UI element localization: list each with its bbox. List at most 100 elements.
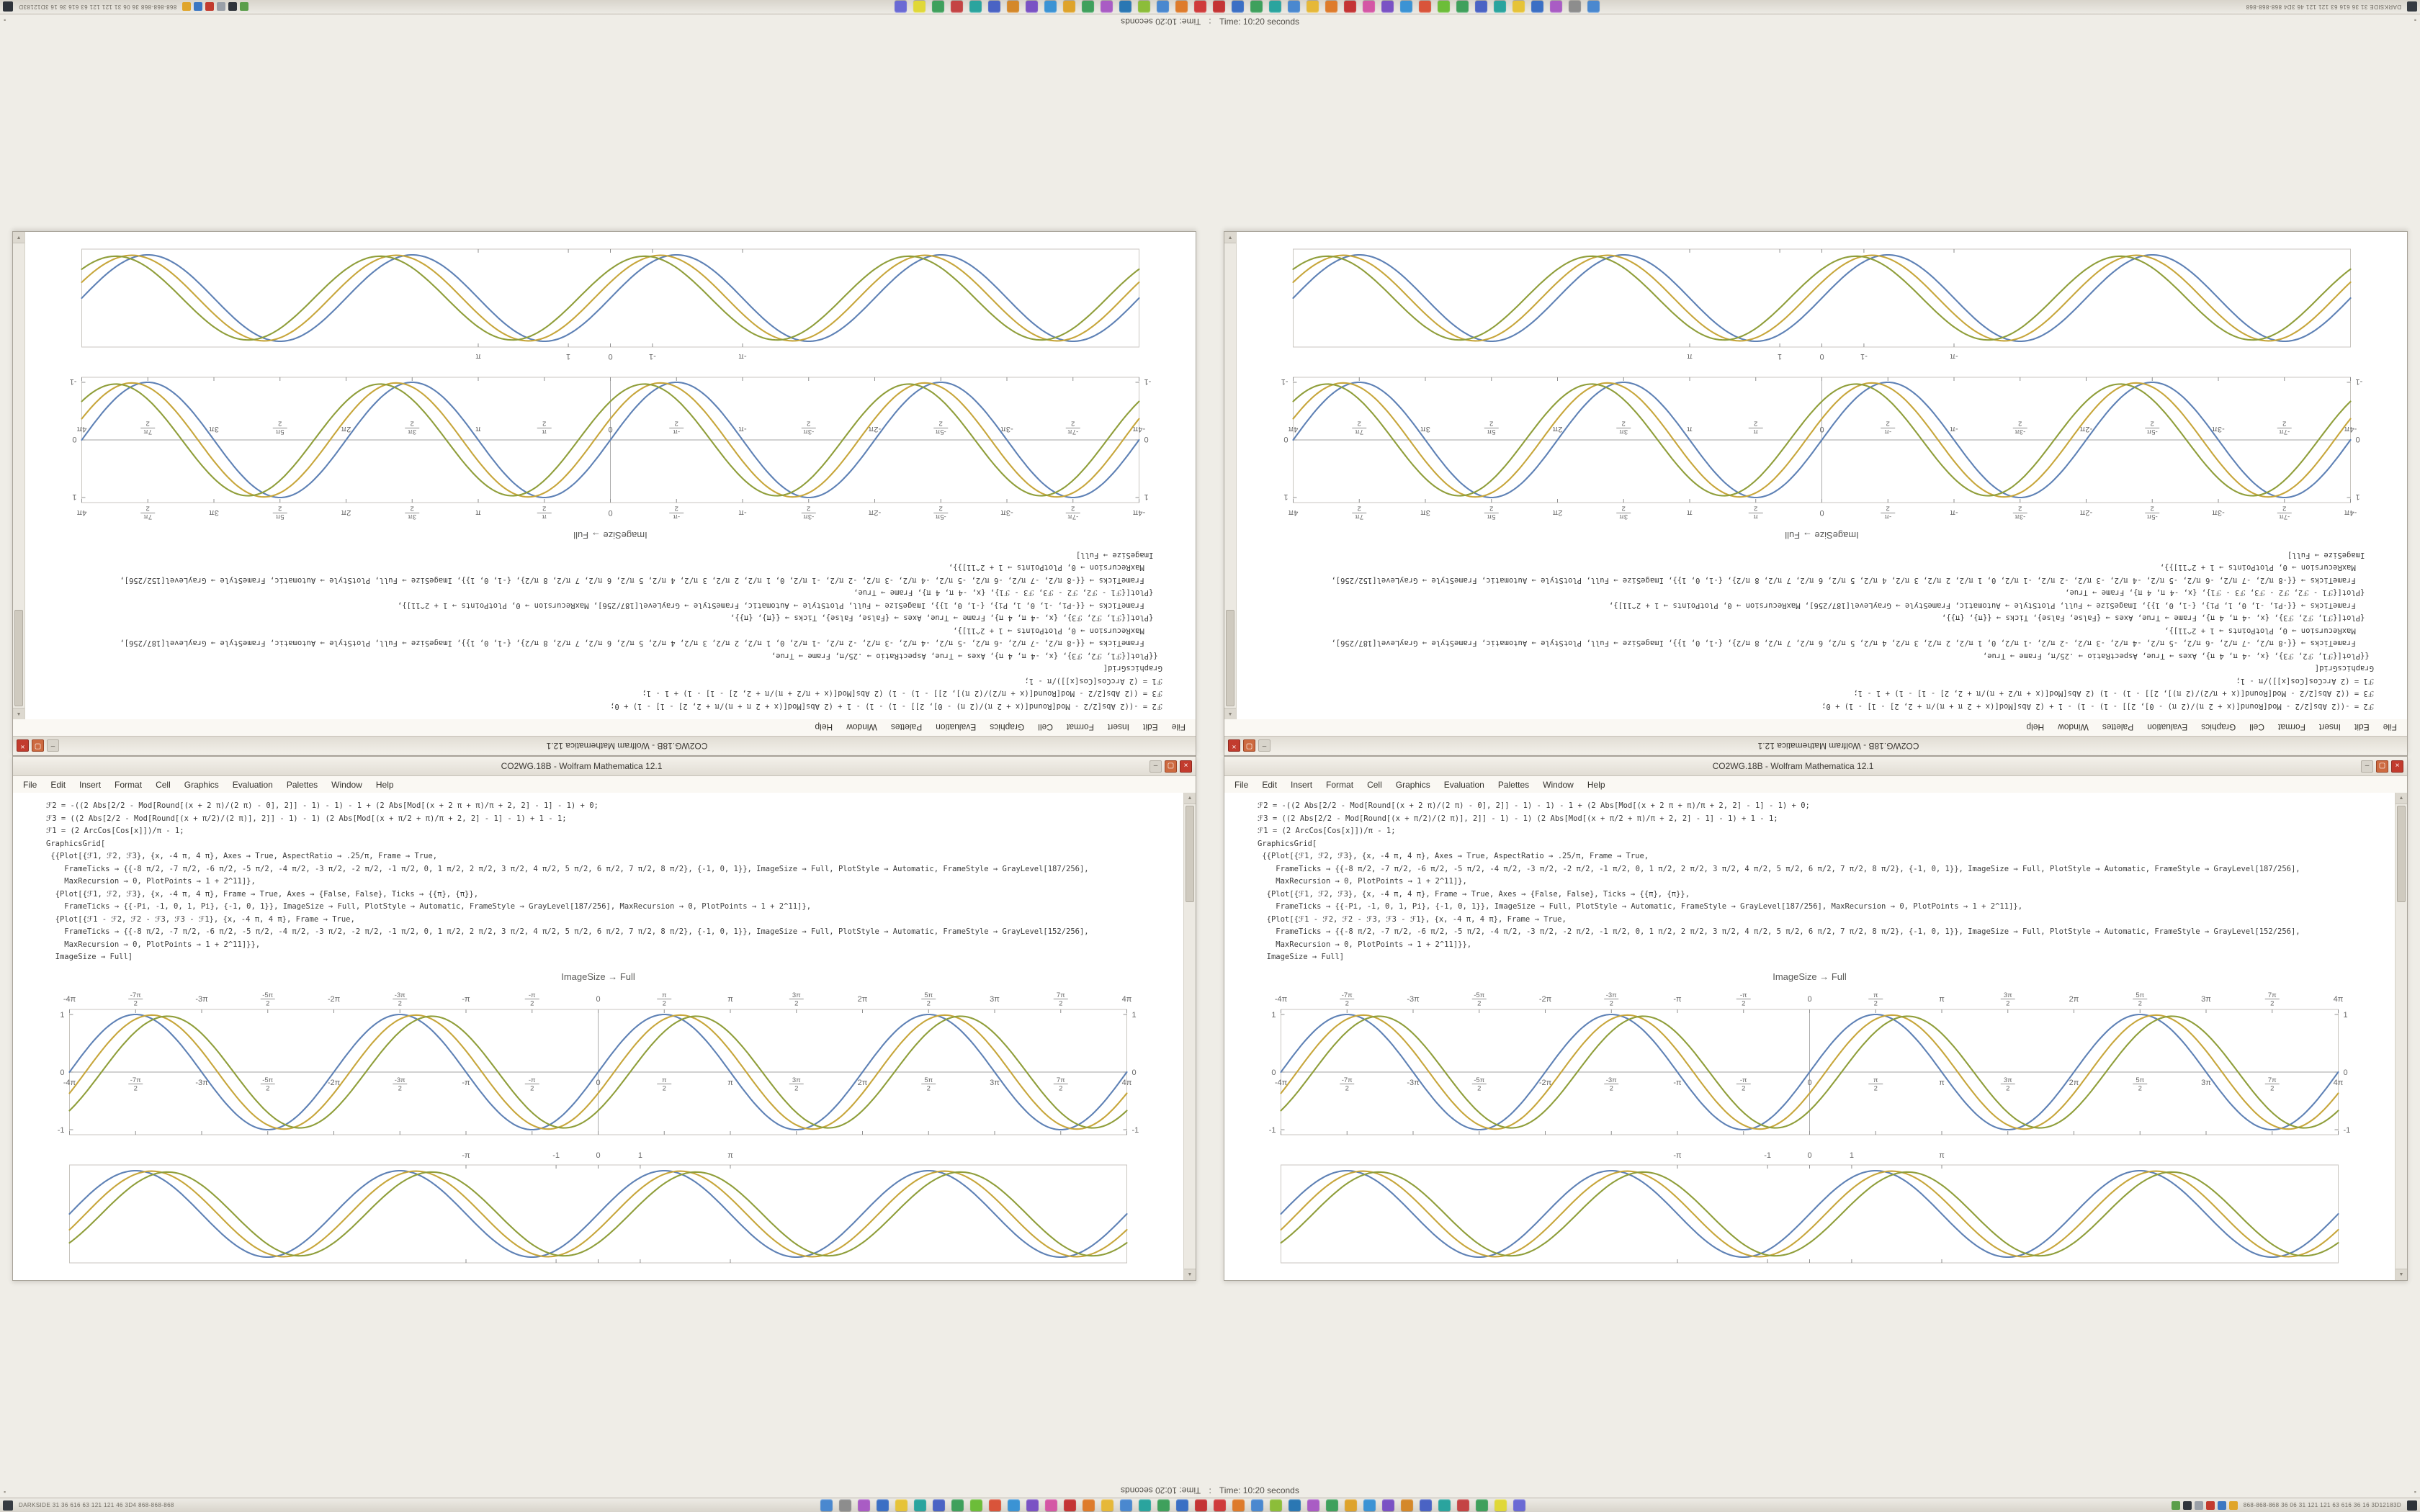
app-icon-33[interactable] bbox=[988, 1, 1001, 13]
code-line[interactable]: FrameTicks → {{-Pi, -1, 0, 1, Pi}, {-1, … bbox=[1608, 601, 2374, 610]
tray-icon-3[interactable] bbox=[217, 2, 226, 12]
code-line[interactable]: MaxRecursion → 0, PlotPoints → 1 + 2^11]… bbox=[1258, 877, 1467, 886]
app-icon-28[interactable] bbox=[1325, 1499, 1338, 1511]
menu-item-format[interactable]: Format bbox=[1066, 722, 1094, 732]
code-line[interactable]: {{Plot[{ℱ1, ℱ2, ℱ3}, {x, -4 π, 4 π}, Axe… bbox=[1982, 652, 2374, 660]
app-icon-12[interactable] bbox=[1381, 1, 1394, 13]
menu-item-file[interactable]: File bbox=[1234, 780, 1249, 790]
code-line[interactable]: ℱ1 = (2 ArcCos[Cos[x]])/π - 1; bbox=[1024, 677, 1162, 685]
app-icon-23[interactable] bbox=[1232, 1499, 1245, 1511]
menu-item-edit[interactable]: Edit bbox=[1142, 722, 1158, 732]
code-line[interactable]: ℱ2 = -((2 Abs[2/2 - Mod[Round[(x + 2 π)/… bbox=[1258, 801, 1810, 810]
scrollbar-thumb[interactable] bbox=[1186, 806, 1194, 902]
app-icon-38[interactable] bbox=[1512, 1499, 1525, 1511]
code-line[interactable]: FrameTicks → {{-Pi, -1, 0, 1, Pi}, {-1, … bbox=[1258, 902, 2023, 911]
menu-item-palettes[interactable]: Palettes bbox=[2102, 722, 2134, 732]
app-icon-37[interactable] bbox=[1494, 1499, 1507, 1511]
code-line[interactable]: GraphicsGrid[ bbox=[46, 839, 106, 848]
code-line[interactable]: ImageSize → Full] bbox=[2287, 551, 2374, 559]
close-button[interactable]: × bbox=[1180, 760, 1192, 773]
code-line[interactable]: FrameTicks → {{-8 π/2, -7 π/2, -6 π/2, -… bbox=[1331, 639, 2374, 648]
app-icon-15[interactable] bbox=[1325, 1, 1338, 13]
app-icon-16[interactable] bbox=[1101, 1499, 1113, 1511]
menu-item-insert[interactable]: Insert bbox=[1107, 722, 1129, 732]
app-icon-1[interactable] bbox=[820, 1499, 833, 1511]
code-line[interactable]: ℱ3 = ((2 Abs[2/2 - Mod[Round[(x + π/2)/(… bbox=[1853, 689, 2374, 698]
app-icon-20[interactable] bbox=[1232, 1, 1245, 13]
app-icon-31[interactable] bbox=[1026, 1, 1039, 13]
menu-item-graphics[interactable]: Graphics bbox=[1395, 780, 1430, 790]
menu-item-help[interactable]: Help bbox=[2026, 722, 2045, 732]
menu-item-file[interactable]: File bbox=[1171, 722, 1186, 732]
code-line[interactable]: {Plot[{ℱ1 - ℱ2, ℱ2 - ℱ3, ℱ3 - ℱ1}, {x, -… bbox=[2065, 588, 2374, 598]
app-icon-10[interactable] bbox=[1419, 1, 1432, 13]
app-icon-26[interactable] bbox=[1119, 1, 1132, 13]
app-icon-30[interactable] bbox=[1044, 1, 1057, 13]
maximize-button[interactable]: ▢ bbox=[1243, 739, 1255, 752]
menu-item-cell[interactable]: Cell bbox=[1038, 722, 1053, 732]
menu-item-evaluation[interactable]: Evaluation bbox=[2147, 722, 2188, 732]
app-icon-27[interactable] bbox=[1101, 1, 1113, 13]
scroll-down-button[interactable]: ▼ bbox=[2396, 1269, 2407, 1280]
code-line[interactable]: ImageSize → Full] bbox=[1258, 953, 1345, 961]
menu-item-insert[interactable]: Insert bbox=[1291, 780, 1313, 790]
menu-item-edit[interactable]: Edit bbox=[2354, 722, 2370, 732]
app-icon-14[interactable] bbox=[1063, 1499, 1076, 1511]
minimize-button[interactable]: – bbox=[2361, 760, 2373, 773]
code-line[interactable]: FrameTicks → {{-8 π/2, -7 π/2, -6 π/2, -… bbox=[46, 864, 1089, 873]
app-icon-11[interactable] bbox=[1007, 1499, 1020, 1511]
app-icon-17[interactable] bbox=[1119, 1499, 1132, 1511]
vertical-scrollbar[interactable]: ▲ ▼ bbox=[2395, 793, 2407, 1280]
app-icon-32[interactable] bbox=[1007, 1, 1020, 13]
scroll-up-button[interactable]: ▲ bbox=[1184, 793, 1196, 804]
code-line[interactable]: FrameTicks → {{-8 π/2, -7 π/2, -6 π/2, -… bbox=[1258, 864, 2300, 873]
app-icon-31[interactable] bbox=[1381, 1499, 1394, 1511]
menu-item-graphics[interactable]: Graphics bbox=[2201, 722, 2236, 732]
menu-item-evaluation[interactable]: Evaluation bbox=[936, 722, 977, 732]
app-icon-3[interactable] bbox=[857, 1499, 870, 1511]
code-line[interactable]: ℱ3 = ((2 Abs[2/2 - Mod[Round[(x + π/2)/(… bbox=[1258, 814, 1778, 823]
app-icon-36[interactable] bbox=[1475, 1499, 1488, 1511]
tray-icon-5[interactable] bbox=[194, 2, 203, 12]
code-line[interactable]: ImageSize → Full] bbox=[1075, 551, 1162, 559]
app-icon-36[interactable] bbox=[932, 1, 945, 13]
menu-item-graphics[interactable]: Graphics bbox=[184, 780, 219, 790]
minimize-button[interactable]: – bbox=[1258, 739, 1270, 752]
app-icon-5[interactable] bbox=[895, 1499, 908, 1511]
scrollbar-thumb[interactable] bbox=[2397, 806, 2406, 902]
app-icon-6[interactable] bbox=[1494, 1, 1507, 13]
menu-item-format[interactable]: Format bbox=[1326, 780, 1354, 790]
menu-item-insert[interactable]: Insert bbox=[2318, 722, 2341, 732]
menu-item-format[interactable]: Format bbox=[115, 780, 143, 790]
app-icon-35[interactable] bbox=[951, 1, 964, 13]
code-line[interactable]: ℱ3 = ((2 Abs[2/2 - Mod[Round[(x + π/2)/(… bbox=[46, 814, 567, 823]
code-line[interactable]: GraphicsGrid[ bbox=[2314, 664, 2374, 673]
app-icon-34[interactable] bbox=[969, 1, 982, 13]
code-line[interactable]: MaxRecursion → 0, PlotPoints → 1 + 2^11]… bbox=[953, 626, 1162, 635]
app-icon-37[interactable] bbox=[913, 1, 926, 13]
code-line[interactable]: ℱ3 = ((2 Abs[2/2 - Mod[Round[(x + π/2)/(… bbox=[642, 689, 1162, 698]
app-icon-7[interactable] bbox=[1475, 1, 1488, 13]
menu-item-graphics[interactable]: Graphics bbox=[990, 722, 1025, 732]
app-icon-8[interactable] bbox=[951, 1499, 964, 1511]
tray-icon-2[interactable] bbox=[2182, 1500, 2192, 1510]
app-icon-26[interactable] bbox=[1288, 1499, 1301, 1511]
app-icon-18[interactable] bbox=[1269, 1, 1282, 13]
code-line[interactable]: {Plot[{ℱ1 - ℱ2, ℱ2 - ℱ3, ℱ3 - ℱ1}, {x, -… bbox=[853, 588, 1162, 598]
code-line[interactable]: MaxRecursion → 0, PlotPoints → 1 + 2^11]… bbox=[46, 877, 256, 886]
close-button[interactable]: × bbox=[17, 739, 29, 752]
code-cell[interactable]: ℱ2 = -((2 Abs[2/2 - Mod[Round[(x + 2 π)/… bbox=[25, 549, 1196, 720]
launcher-icon[interactable] bbox=[2407, 1, 2417, 12]
menu-item-window[interactable]: Window bbox=[846, 722, 877, 732]
code-line[interactable]: FrameTicks → {{-Pi, -1, 0, 1, Pi}, {-1, … bbox=[397, 601, 1162, 610]
app-icon-7[interactable] bbox=[932, 1499, 945, 1511]
app-icon-5[interactable] bbox=[1512, 1, 1525, 13]
app-icon-27[interactable] bbox=[1307, 1499, 1319, 1511]
code-line[interactable]: {{Plot[{ℱ1, ℱ2, ℱ3}, {x, -4 π, 4 π}, Axe… bbox=[46, 852, 438, 860]
app-icon-20[interactable] bbox=[1175, 1499, 1188, 1511]
menu-item-help[interactable]: Help bbox=[375, 780, 394, 790]
app-icon-29[interactable] bbox=[1344, 1499, 1357, 1511]
code-cell[interactable]: ℱ2 = -((2 Abs[2/2 - Mod[Round[(x + 2 π)/… bbox=[1224, 793, 2395, 964]
code-line[interactable]: ImageSize → Full] bbox=[46, 953, 133, 961]
scroll-up-button[interactable]: ▲ bbox=[2396, 793, 2407, 804]
